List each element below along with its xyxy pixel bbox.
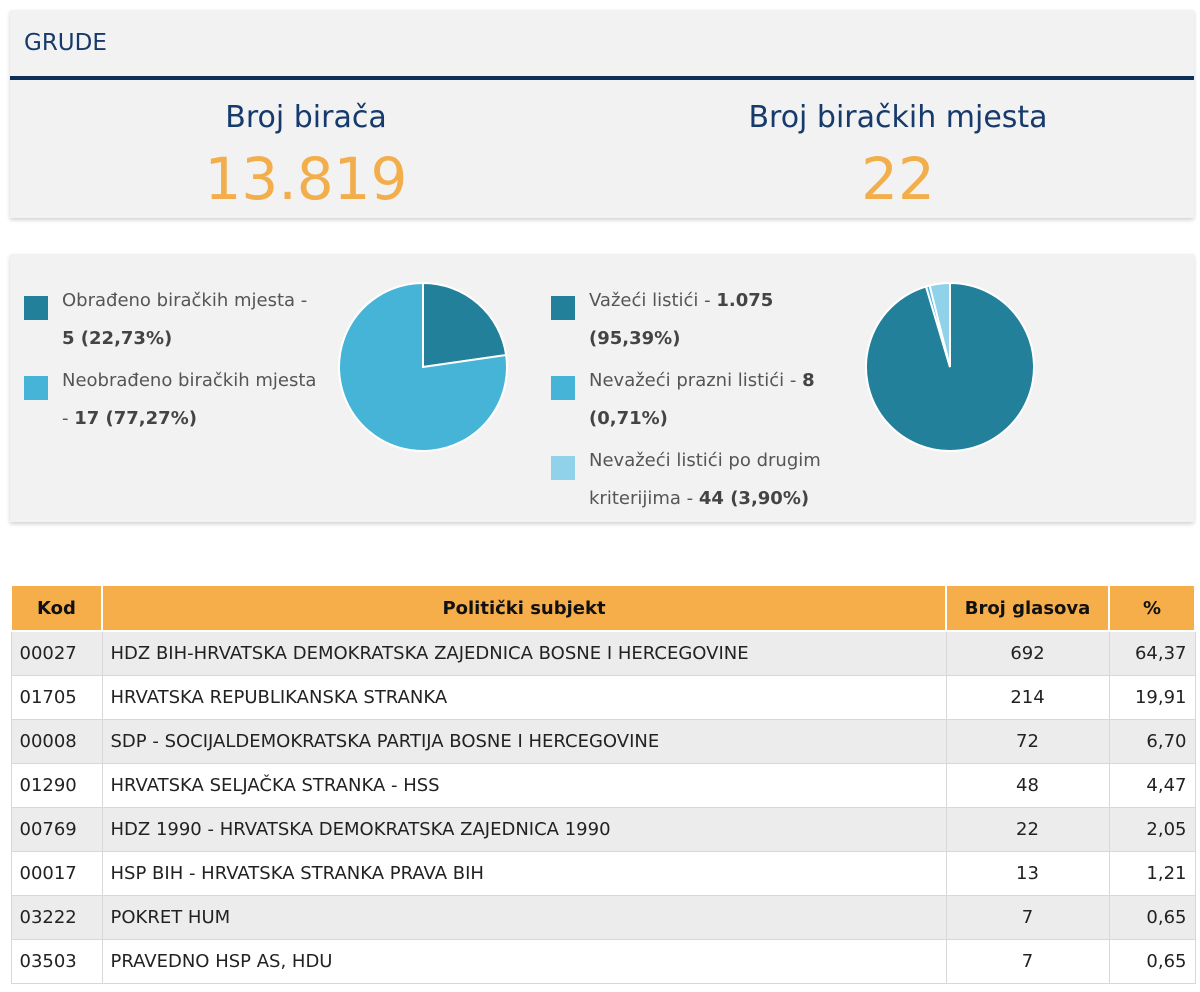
charts-card: Obrađeno biračkih mjesta - 5 (22,73%) Neo… (10, 254, 1194, 522)
cell-percent: 6,70 (1108, 719, 1196, 764)
legend-label-text: Nevažeći listići po drugim kriterijima - (589, 450, 821, 509)
stations-legend: Obrađeno biračkih mjesta - 5 (22,73%) Neo… (24, 282, 322, 442)
cell-subjekt: SDP - SOCIJALDEMOKRATSKA PARTIJA BOSNE I… (101, 719, 947, 764)
cell-kod: 03222 (10, 895, 103, 940)
legend-item: Nevažeći listići po drugim kriterijima -… (551, 442, 849, 518)
results-table: Kod Politički subjekt Broj glasova % 000… (10, 584, 1196, 984)
legend-swatch (24, 296, 48, 320)
table-row: 03503 PRAVEDNO HSP AS, HDU 7 0,65 (10, 939, 1196, 984)
cell-percent: 2,05 (1108, 807, 1196, 852)
cell-subjekt: HRVATSKA REPUBLIKANSKA STRANKA (101, 675, 947, 720)
cell-percent: 64,37 (1108, 630, 1196, 676)
stations-pie-slice-0 (422, 282, 508, 369)
legend-label-value: 44 (3,90%) (698, 488, 810, 509)
cell-subjekt: HDZ BIH-HRVATSKA DEMOKRATSKA ZAJEDNICA B… (101, 630, 947, 676)
summary-card: GRUDE Broj birača 13.819 Broj biračkih m… (10, 10, 1194, 218)
stations-pie-slice-1 (338, 282, 508, 452)
cell-subjekt: HRVATSKA SELJAČKA STRANKA - HSS (101, 763, 947, 808)
cell-glasovi: 7 (945, 895, 1110, 940)
cell-glasovi: 214 (945, 675, 1110, 720)
legend-label-text: Nevažeći prazni listići - (589, 370, 803, 391)
legend-label-value: 1.075 (95,39%) (589, 290, 774, 349)
legend-label: Nevažeći prazni listići - 8 (0,71%) (589, 362, 849, 438)
cell-percent: 0,65 (1108, 939, 1196, 984)
table-row: 00017 HSP BIH - HRVATSKA STRANKA PRAVA BI… (10, 851, 1196, 896)
cell-glasovi: 13 (945, 851, 1110, 896)
header-subjekt: Politički subjekt (101, 584, 947, 632)
legend-swatch (551, 456, 575, 480)
cell-glasovi: 7 (945, 939, 1110, 984)
cell-subjekt: HDZ 1990 - HRVATSKA DEMOKRATSKA ZAJEDNIC… (101, 807, 947, 852)
stations-stat: Broj biračkih mjesta 22 (618, 98, 1178, 214)
table-row: 03222 POKRET HUM 7 0,65 (10, 895, 1196, 940)
ballots-pie-slice-2 (928, 282, 951, 368)
legend-item: Obrađeno biračkih mjesta - 5 (22,73%) (24, 282, 322, 358)
legend-label: Neobrađeno biračkih mjesta - 17 (77,27%) (62, 362, 322, 438)
cell-kod: 00027 (10, 630, 103, 676)
cell-kod: 00769 (10, 807, 103, 852)
legend-label: Nevažeći listići po drugim kriterijima -… (589, 442, 849, 518)
legend-label-text: Neobrađeno biračkih mjesta - (62, 370, 317, 429)
cell-subjekt: PRAVEDNO HSP AS, HDU (101, 939, 947, 984)
stations-value: 22 (861, 145, 935, 213)
table-row: 01705 HRVATSKA REPUBLIKANSKA STRANKA 214 19… (10, 675, 1196, 720)
table-row: 00769 HDZ 1990 - HRVATSKA DEMOKRATSKA ZAJ… (10, 807, 1196, 852)
voters-stat: Broj birača 13.819 (26, 98, 586, 214)
legend-item: Nevažeći prazni listići - 8 (0,71%) (551, 362, 849, 438)
stations-label: Broj biračkih mjesta (748, 100, 1048, 135)
table-header-row: Kod Politički subjekt Broj glasova % (10, 584, 1196, 632)
header-kod: Kod (10, 584, 103, 632)
table-row: 00008 SDP - SOCIJALDEMOKRATSKA PARTIJA BO… (10, 719, 1196, 764)
legend-label-value: 17 (77,27%) (74, 408, 197, 429)
table-row: 00027 HDZ BIH-HRVATSKA DEMOKRATSKA ZAJEDN… (10, 630, 1196, 676)
cell-glasovi: 22 (945, 807, 1110, 852)
legend-swatch (551, 376, 575, 400)
legend-item: Neobrađeno biračkih mjesta - 17 (77,27%) (24, 362, 322, 438)
cell-subjekt: POKRET HUM (101, 895, 947, 940)
ballots-legend: Važeći listići - 1.075 (95,39%) Nevažeći … (551, 282, 849, 522)
legend-label-value: 8 (0,71%) (589, 370, 815, 429)
legend-label-text: Obrađeno biračkih mjesta - (62, 290, 308, 311)
cell-percent: 0,65 (1108, 895, 1196, 940)
cell-kod: 03503 (10, 939, 103, 984)
legend-swatch (551, 296, 575, 320)
legend-label: Obrađeno biračkih mjesta - 5 (22,73%) (62, 282, 322, 358)
cell-subjekt: HSP BIH - HRVATSKA STRANKA PRAVA BIH (101, 851, 947, 896)
legend-swatch (24, 376, 48, 400)
cell-kod: 01290 (10, 763, 103, 808)
header-percent: % (1108, 584, 1196, 632)
cell-percent: 19,91 (1108, 675, 1196, 720)
cell-glasovi: 692 (945, 630, 1110, 676)
ballots-pie-chart (865, 282, 1035, 452)
cell-percent: 4,47 (1108, 763, 1196, 808)
cell-kod: 00017 (10, 851, 103, 896)
header-glasovi: Broj glasova (945, 584, 1110, 632)
voters-value: 13.819 (204, 145, 408, 213)
voters-label: Broj birača (225, 100, 387, 135)
cell-kod: 00008 (10, 719, 103, 764)
legend-item: Važeći listići - 1.075 (95,39%) (551, 282, 849, 358)
municipality-title: GRUDE (10, 10, 1194, 80)
stations-pie-chart (338, 282, 508, 452)
table-body: 00027 HDZ BIH-HRVATSKA DEMOKRATSKA ZAJEDN… (10, 630, 1196, 984)
cell-kod: 01705 (10, 675, 103, 720)
cell-glasovi: 48 (945, 763, 1110, 808)
legend-label-value: 5 (22,73%) (62, 328, 173, 349)
cell-percent: 1,21 (1108, 851, 1196, 896)
cell-glasovi: 72 (945, 719, 1110, 764)
legend-label: Važeći listići - 1.075 (95,39%) (589, 282, 849, 358)
table-row: 01290 HRVATSKA SELJAČKA STRANKA - HSS 48 4,… (10, 763, 1196, 808)
legend-label-text: Važeći listići - (589, 290, 717, 311)
